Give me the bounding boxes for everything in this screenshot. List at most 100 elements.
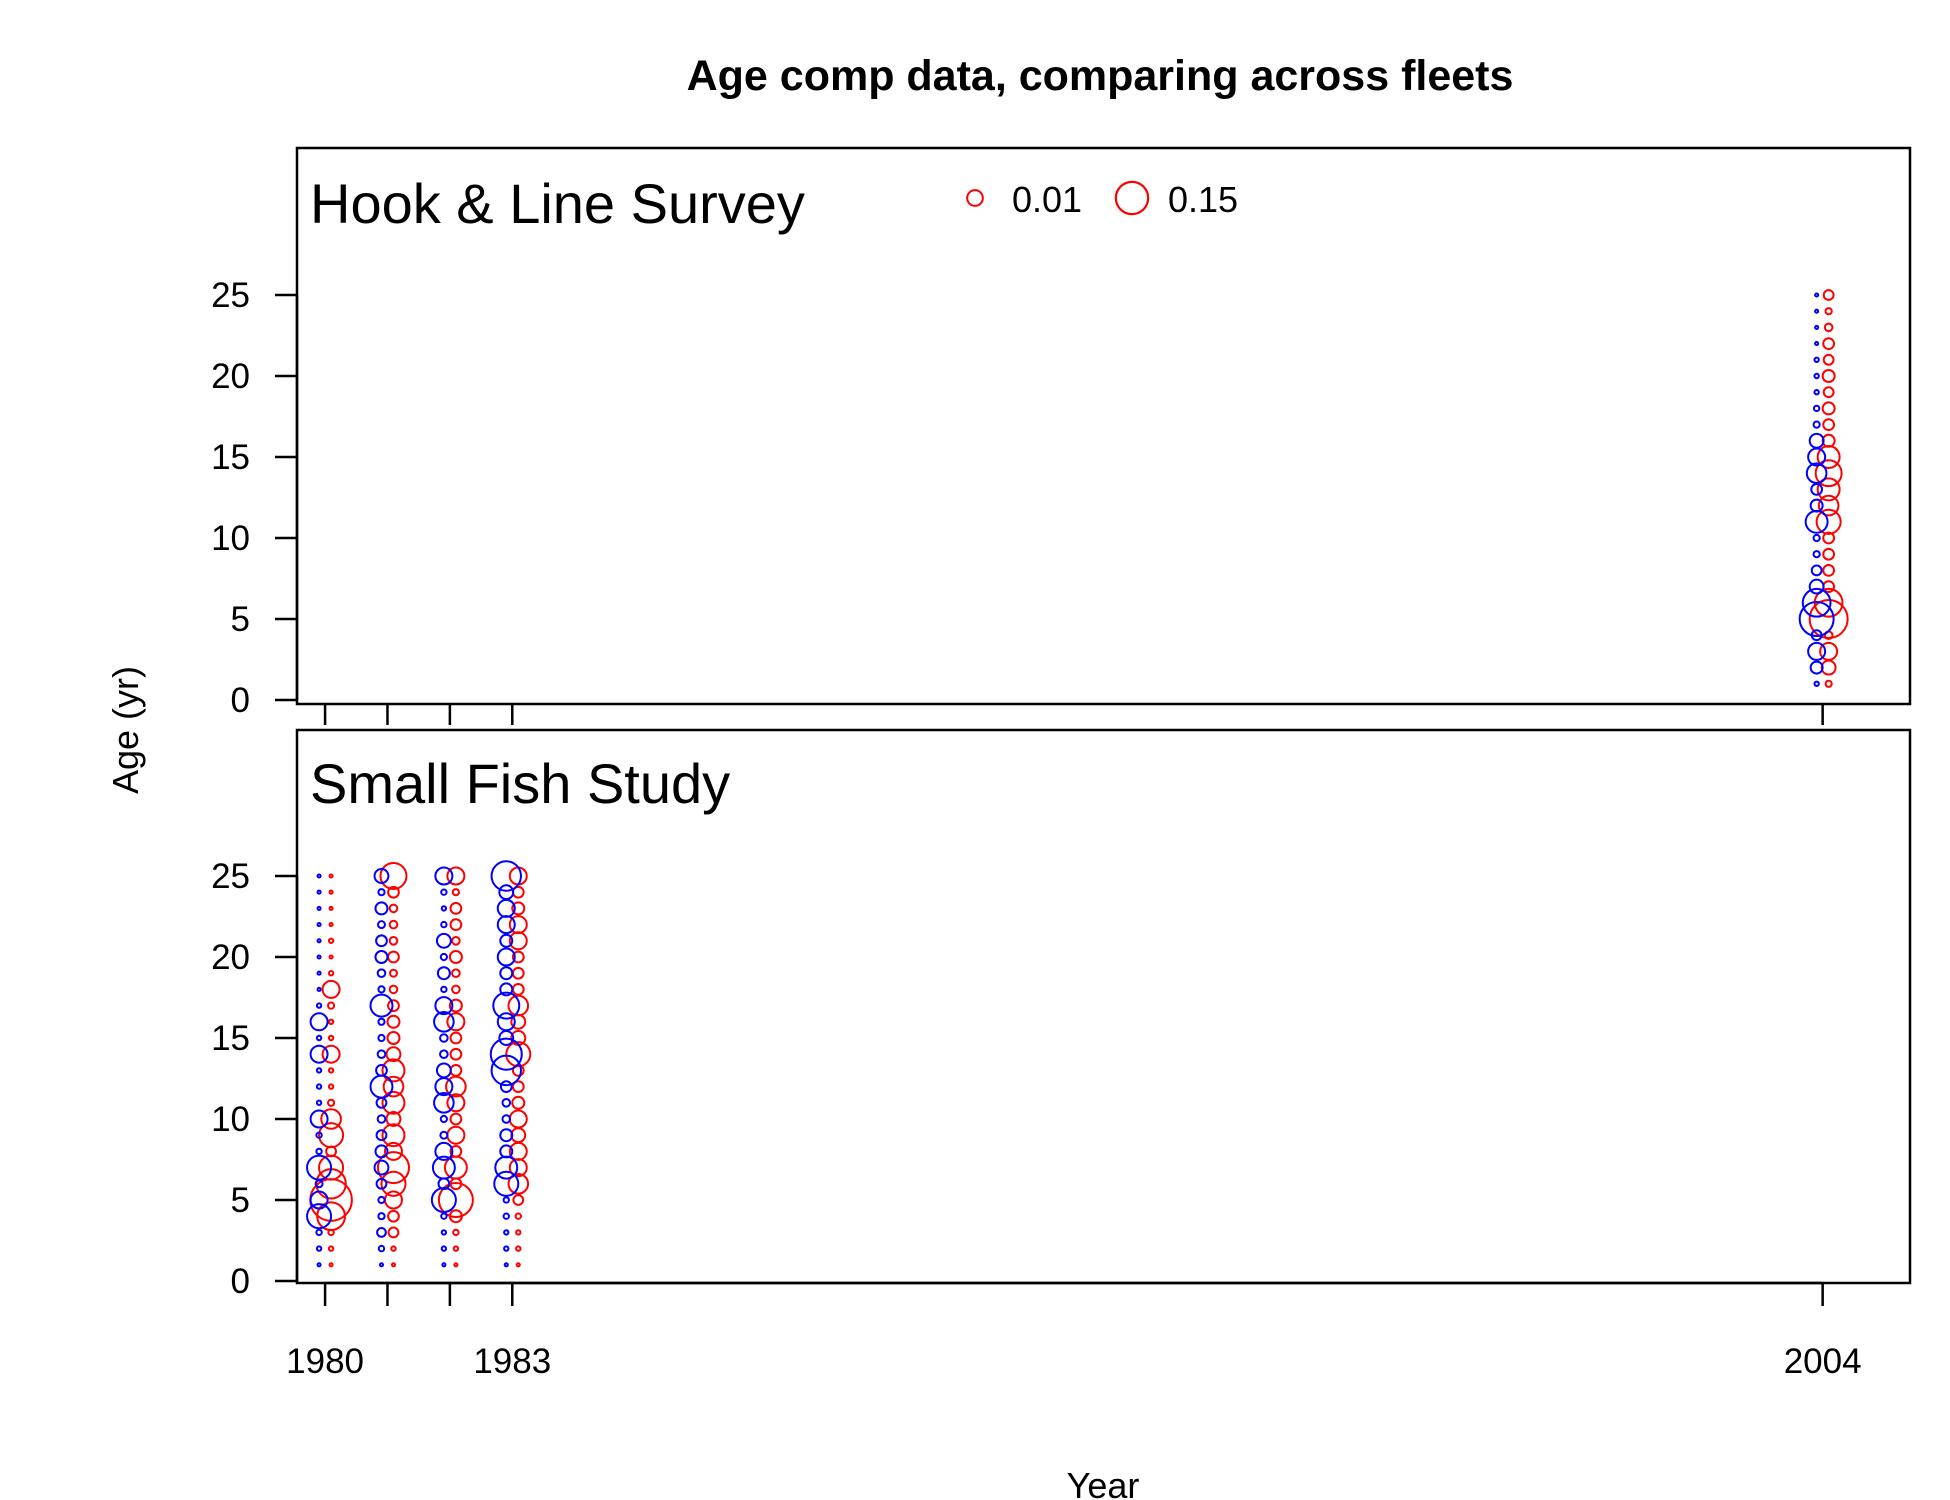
bubble-male: [434, 1141, 454, 1161]
bubble-female: [1822, 547, 1836, 561]
bubble-male: [315, 1099, 323, 1106]
bubble-male: [1809, 498, 1824, 513]
bubble-male: [377, 1033, 386, 1043]
bubble-male: [433, 1010, 455, 1033]
bubble-female: [1823, 322, 1834, 333]
chart-title: Age comp data, comparing across fleets: [687, 52, 1514, 100]
bubble-female: [387, 885, 400, 899]
bubble-male: [1812, 550, 1821, 559]
bubble-male: [1814, 341, 1820, 347]
bubble-male: [377, 985, 386, 994]
bubble-male: [434, 866, 454, 886]
bubble-male: [315, 1147, 323, 1156]
bubble-male: [499, 1144, 514, 1159]
bubble-male: [439, 1049, 449, 1059]
bubble-female: [1808, 599, 1849, 639]
bubble-male: [502, 1212, 510, 1220]
x-tick-label: 1983: [473, 1342, 551, 1381]
bubble-male: [501, 1114, 512, 1124]
y-tick-label: 20: [211, 938, 250, 977]
bubble-male: [1813, 680, 1820, 687]
bubble-female: [451, 984, 461, 995]
bubble-male: [441, 1262, 447, 1268]
bubble-male: [309, 1190, 329, 1210]
bubble-male: [315, 1131, 323, 1139]
bubble-male: [316, 905, 322, 911]
bubble-female: [387, 1209, 400, 1223]
bubble-female: [1815, 508, 1842, 535]
bubble-male: [1813, 356, 1820, 363]
bubble-male: [499, 966, 514, 981]
bubble-male: [315, 1083, 323, 1090]
bubble-male: [503, 1245, 510, 1252]
bubble-male: [498, 884, 515, 901]
bubble-female: [437, 1182, 474, 1218]
bubble-female: [381, 1123, 406, 1148]
bubble-male: [316, 922, 322, 928]
x-tick-label: 1980: [286, 1342, 364, 1381]
bubble-male: [1814, 292, 1820, 298]
bubble-female: [449, 918, 463, 931]
bubble-male: [439, 1130, 449, 1140]
bubble-male: [306, 1154, 333, 1181]
bubble-male: [309, 1109, 329, 1129]
bubbles-small-fish-study: [306, 860, 532, 1268]
y-axis-small-fish-study: 0 5 10 15 20 25: [211, 857, 299, 1301]
bubble-female: [511, 901, 526, 916]
y-tick-label: 10: [211, 1100, 250, 1139]
bubble-female: [449, 1112, 463, 1126]
bubble-female: [449, 1047, 463, 1061]
bubble-male: [499, 933, 514, 948]
bubble-male: [315, 1067, 323, 1074]
y-tick-label: 0: [231, 1262, 250, 1301]
bubble-male: [373, 868, 390, 884]
bubble-female: [452, 1228, 460, 1237]
bubble-female: [451, 936, 461, 946]
panel-label-small-fish-study: Small Fish Study: [310, 752, 730, 815]
bubble-male: [1809, 660, 1824, 675]
bubble-female: [327, 1018, 335, 1025]
bubble-male: [375, 1064, 388, 1077]
y-tick-label: 10: [211, 519, 250, 558]
bubble-male: [1813, 389, 1820, 396]
bubble-female: [507, 994, 530, 1017]
bubble-female: [327, 937, 335, 944]
bubble-male: [439, 1033, 449, 1043]
bubble-male: [439, 952, 448, 962]
bubble-male: [431, 1155, 456, 1180]
bubble-male: [376, 1049, 387, 1059]
bubble-male: [440, 905, 448, 912]
bubble-female: [328, 922, 334, 928]
bubble-female: [388, 919, 399, 930]
bubble-female: [327, 1067, 335, 1074]
bubble-female: [1822, 337, 1836, 350]
legend-bubble-large: [1114, 180, 1150, 216]
bubble-male: [493, 1170, 520, 1197]
bubble-male: [492, 991, 521, 1020]
bubble-male: [435, 1062, 452, 1079]
bubble-male: [434, 996, 454, 1016]
bubble-male: [377, 1195, 386, 1205]
bubble-male: [1810, 564, 1823, 577]
bubble-female: [449, 1031, 463, 1045]
bubble-female: [1822, 289, 1835, 301]
bubble-female: [507, 1172, 530, 1195]
bubble-female: [388, 984, 399, 995]
bubble-male: [315, 1245, 323, 1252]
bubble-female: [511, 1080, 525, 1093]
bubble-female: [452, 1245, 460, 1252]
bubble-female: [376, 1151, 410, 1185]
bubble-male: [1812, 533, 1821, 543]
bubble-female: [511, 950, 525, 964]
bubble-male: [433, 1091, 455, 1114]
bubble-male: [1812, 404, 1821, 413]
bubble-female: [1821, 368, 1836, 384]
y-tick-label: 15: [211, 1019, 250, 1058]
bubble-female: [321, 979, 341, 999]
bubble-female: [448, 949, 463, 965]
bubble-male: [1808, 432, 1825, 449]
bubble-male: [440, 1229, 448, 1236]
bubble-male: [1810, 483, 1824, 496]
y-axis-hook-line-survey: 0 5 10 15 20 25: [211, 276, 299, 720]
